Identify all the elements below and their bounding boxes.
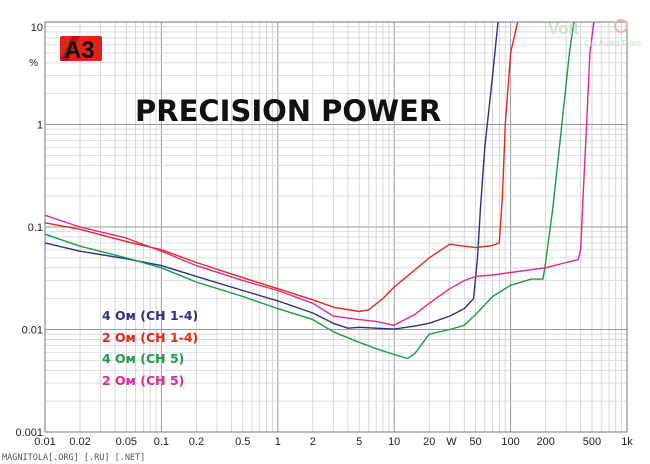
watermark-ring-icon xyxy=(614,19,628,33)
x-tick-label: 200 xyxy=(536,436,554,448)
y-tick-label: 0.01 xyxy=(22,325,43,337)
watermark: Volt Car Audio Team xyxy=(548,19,641,48)
x-tick-label: 50 xyxy=(469,436,481,448)
x-tick-label: 2 xyxy=(310,436,316,448)
x-tick-label: 5 xyxy=(356,436,362,448)
x-tick-label: 500 xyxy=(583,436,601,448)
legend-item-2ohm-ch5: 2 Ом (CH 5) xyxy=(102,373,184,388)
y-tick-label: 1 xyxy=(37,120,43,132)
x-tick-label: 0.2 xyxy=(189,436,204,448)
x-tick-label: 0.01 xyxy=(34,436,55,448)
watermark-text: Volt xyxy=(548,19,579,38)
x-tick-label: 0.1 xyxy=(154,436,169,448)
y-tick-label: 10 xyxy=(31,22,43,34)
series-line-2 xyxy=(45,22,519,313)
x-tick-label: 0.02 xyxy=(69,436,90,448)
legend-item-2ohm-ch1-4: 2 Ом (CH 1-4) xyxy=(102,330,198,345)
footer-credit: MAGNITOLA[.ORG] [.RU] [.NET] xyxy=(2,453,145,463)
series-line-1 xyxy=(45,22,499,330)
x-tick-label: 0.05 xyxy=(116,436,137,448)
watermark-subtext: Car Audio Team xyxy=(584,39,641,48)
tick-labels: 0.01 0.02 0.05 0.1 0.2 0.5 1 2 5 10 20 50 100 200 500 1… xyxy=(15,22,633,448)
x-tick-label: 1 xyxy=(275,436,281,448)
chart-grid xyxy=(44,21,628,433)
legend-item-4ohm-ch5: 4 Ом (CH 5) xyxy=(102,351,184,366)
x-axis-label: W xyxy=(446,436,457,448)
x-tick-label: 10 xyxy=(388,436,400,448)
logo-text: A3 xyxy=(64,37,95,64)
chart-title: PRECISION POWER xyxy=(135,94,441,128)
x-tick-label: 20 xyxy=(423,436,435,448)
y-axis-label: % xyxy=(29,58,38,69)
y-tick-label: 0.001 xyxy=(15,427,43,439)
series-line-4 xyxy=(45,22,595,326)
y-tick-label: 0.1 xyxy=(28,222,43,234)
series-layer xyxy=(45,22,595,360)
x-tick-label: 0.5 xyxy=(235,436,250,448)
legend-item-4ohm-ch1-4: 4 Ом (CH 1-4) xyxy=(102,308,198,323)
legend: 4 Ом (CH 1-4) 2 Ом (CH 1-4) 4 Ом (CH 5) … xyxy=(102,308,198,388)
x-tick-label: 100 xyxy=(501,436,519,448)
x-tick-label: 1k xyxy=(621,436,633,448)
plot-frame xyxy=(44,21,628,433)
a3-logo: A3 xyxy=(60,36,102,64)
